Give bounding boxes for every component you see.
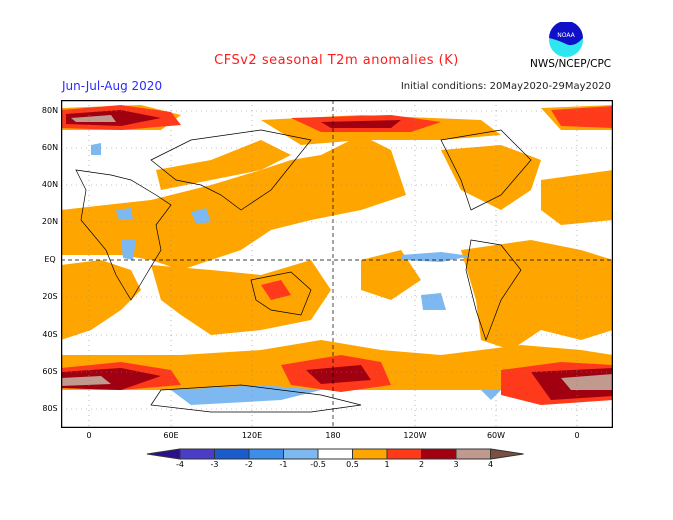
colorbar (140, 446, 530, 466)
colorbar-box (317, 448, 353, 460)
colorbar-label: -3 (210, 460, 219, 469)
anomaly-map (60, 99, 614, 432)
colorbar-label: -0.5 (310, 460, 326, 469)
colorbar-label: 2 (418, 460, 425, 469)
noaa-logo: NOAA (546, 21, 586, 62)
lon-label: 180 (325, 431, 341, 440)
lon-label: 120W (403, 431, 427, 440)
colorbar-box (386, 448, 422, 460)
colorbar-label: 0.5 (346, 460, 359, 469)
coastlines (75, 129, 532, 413)
colorbar-label: -4 (176, 460, 184, 469)
colorbar-box (248, 448, 284, 460)
logo-text: NOAA (557, 32, 575, 39)
colorbar-box (421, 448, 457, 460)
lat-label: 20N (41, 217, 59, 226)
colorbar-box (214, 448, 250, 460)
lon-label: 0 (86, 431, 92, 440)
lon-label: 120E (241, 431, 263, 440)
colorbar-label: -1 (279, 460, 288, 469)
season-label: Jun-Jul-Aug 2020 (62, 79, 163, 93)
initial-conditions: Initial conditions: 20May2020-29May2020 (400, 81, 611, 92)
extreme-warm-anomaly-areas (61, 115, 613, 390)
lat-label: 60S (42, 367, 58, 376)
lon-label: 0 (574, 431, 580, 440)
colorbar-label: 1 (384, 460, 390, 469)
colorbar-left-triangle (146, 448, 181, 460)
colorbar-label: 3 (453, 460, 459, 469)
agency-label: NWS/NCEP/CPC (530, 58, 612, 70)
colorbar-box (179, 448, 215, 460)
lon-label: 60E (163, 431, 179, 440)
lat-label: 40S (42, 330, 58, 339)
colorbar-right-triangle (490, 448, 524, 460)
lat-label: EQ (44, 255, 56, 264)
lat-label: 80S (42, 404, 58, 413)
lon-label: 60W (486, 431, 506, 440)
lat-label: 40N (41, 180, 59, 189)
map-title: CFSv2 seasonal T2m anomalies (K) (0, 53, 673, 68)
equator-dateline (61, 100, 613, 428)
grid-lines (61, 100, 613, 428)
title-text: CFSv2 seasonal T2m anomalies (K) (214, 53, 459, 68)
colorbar-box (352, 448, 388, 460)
lat-label: 60N (41, 143, 59, 152)
lat-label: 20S (42, 292, 58, 301)
colorbar-label: 4 (487, 460, 494, 469)
colorbar-box (455, 448, 491, 460)
lat-label: 80N (41, 106, 59, 115)
colorbar-box (283, 448, 319, 460)
colorbar-label: -2 (245, 460, 253, 469)
